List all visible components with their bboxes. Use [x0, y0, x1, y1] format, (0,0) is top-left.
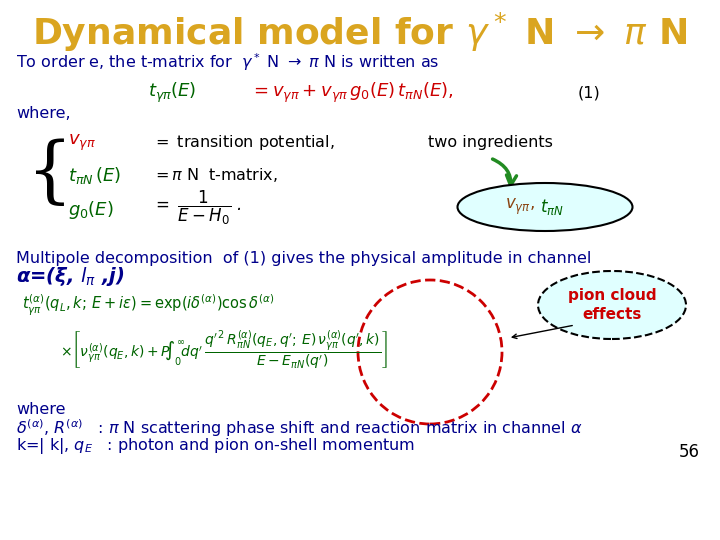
Text: $= \ \dfrac{1}{E - H_0}$ .: $= \ \dfrac{1}{E - H_0}$ . — [152, 189, 242, 227]
Text: where,: where, — [16, 105, 71, 120]
Text: 56: 56 — [679, 443, 700, 461]
Text: $g_0(E)$: $g_0(E)$ — [68, 199, 114, 221]
Text: $v_{\gamma\pi},\ $: $v_{\gamma\pi},\ $ — [505, 197, 535, 217]
Text: (1): (1) — [578, 85, 600, 100]
Text: $\times \left[ \nu_{\gamma\pi}^{(\alpha)}(q_E, k) + P\!\!\int_0^{\infty}\!\! dq^: $\times \left[ \nu_{\gamma\pi}^{(\alpha)… — [60, 328, 387, 372]
Text: $=$ transition potential,: $=$ transition potential, — [152, 133, 335, 152]
Ellipse shape — [457, 183, 632, 231]
Ellipse shape — [538, 271, 686, 339]
Text: $\delta^{(\alpha)}$, $R^{(\alpha)}$   : $\pi$ N scattering phase shift and react: $\delta^{(\alpha)}$, $R^{(\alpha)}$ : $\… — [16, 417, 582, 439]
Text: $\boldsymbol{\alpha}$=($\boldsymbol{\xi}$, $\boldsymbol{l_\pi}$ ,j): $\boldsymbol{\alpha}$=($\boldsymbol{\xi}… — [16, 265, 125, 287]
Text: $\boldsymbol{v_{\gamma\pi}}$: $\boldsymbol{v_{\gamma\pi}}$ — [68, 133, 96, 153]
FancyArrowPatch shape — [512, 326, 572, 339]
Text: $= \pi$ N  t-matrix,: $= \pi$ N t-matrix, — [152, 166, 278, 184]
FancyArrowPatch shape — [492, 159, 516, 185]
Text: where: where — [16, 402, 66, 417]
Text: $\boldsymbol{t_{\pi N}}\,(E)$: $\boldsymbol{t_{\pi N}}\,(E)$ — [68, 165, 122, 186]
Text: {: { — [27, 139, 73, 210]
Text: Multipole decomposition  of (1) gives the physical amplitude in channel: Multipole decomposition of (1) gives the… — [16, 251, 591, 266]
Text: pion cloud
effects: pion cloud effects — [567, 288, 657, 322]
Text: two ingredients: two ingredients — [428, 136, 553, 151]
Text: $t_{\gamma\pi}^{(\alpha)}(q_L, k;\, E+i\varepsilon) = \exp(i\delta^{(\alpha)})\c: $t_{\gamma\pi}^{(\alpha)}(q_L, k;\, E+i\… — [22, 293, 275, 318]
Text: k=| k|, $q_E$   : photon and pion on-shell momentum: k=| k|, $q_E$ : photon and pion on-shell… — [16, 436, 415, 456]
Text: Dynamical model for $\gamma^*$ N $\rightarrow$ $\pi$ N: Dynamical model for $\gamma^*$ N $\right… — [32, 10, 688, 53]
Text: $t_{\gamma\pi}(E)$: $t_{\gamma\pi}(E)$ — [148, 81, 197, 105]
Text: To order e, the t-matrix for  $\gamma^*$ N $\rightarrow$ $\pi$ N is written as: To order e, the t-matrix for $\gamma^*$ … — [16, 51, 439, 73]
Text: $= \boldsymbol{v_{\gamma\pi}} + \boldsymbol{v_{\gamma\pi}}\, g_0(E)\, \boldsymbo: $= \boldsymbol{v_{\gamma\pi}} + \boldsym… — [250, 81, 454, 105]
Text: $t_{\pi N}$: $t_{\pi N}$ — [540, 197, 564, 217]
